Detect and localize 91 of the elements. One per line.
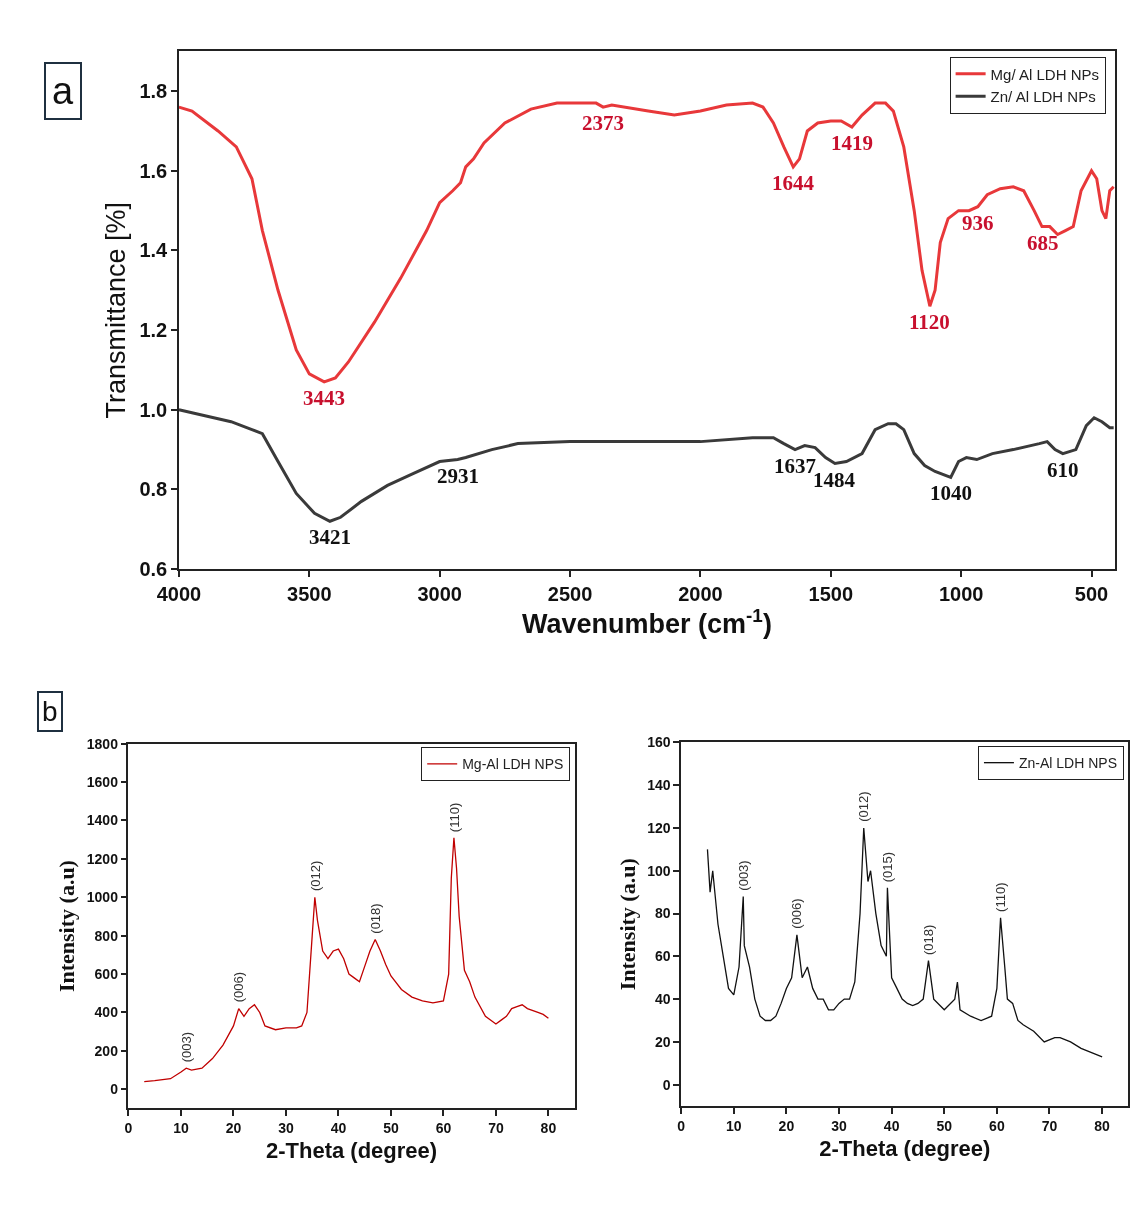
annotation: 936 [962, 211, 994, 235]
x-tick-label: 2500 [547, 582, 593, 605]
annotation: (018) [367, 903, 383, 934]
y-tick-label: 1600 [86, 773, 119, 790]
line-series [706, 827, 1103, 1058]
text: b [42, 696, 58, 727]
x-tick-label: 80 [540, 1120, 557, 1137]
x-tick-label: 30 [831, 1117, 848, 1134]
y-tick-label: 140 [647, 777, 671, 794]
x-tick-label: 20 [225, 1120, 242, 1137]
x-tick-label: 60 [989, 1117, 1005, 1134]
x-tick-label: 10 [173, 1120, 189, 1137]
line-series [143, 837, 550, 1083]
annotation: (012) [307, 860, 323, 892]
annotation: 1419 [831, 131, 873, 155]
x-tick-label: 500 [1074, 582, 1109, 605]
annotation: 3421 [309, 525, 351, 549]
y-axis-title: Transmittance [%] [100, 201, 131, 419]
annotation: 2931 [437, 464, 479, 488]
x-tick-label: 40 [330, 1120, 347, 1137]
annotation: 1484 [813, 468, 856, 492]
y-axis-title: Intensity (a.u) [54, 860, 80, 993]
annotation: 1644 [772, 171, 815, 195]
y-tick-label: 800 [94, 927, 119, 944]
y-tick-label: 1.4 [139, 239, 169, 262]
x-tick-label: 70 [488, 1120, 504, 1137]
annotation: (006) [788, 898, 804, 929]
x-tick-label: 50 [383, 1120, 399, 1137]
x-tick-label: 1500 [808, 582, 854, 605]
annotation: (003) [179, 1032, 195, 1063]
x-tick-label: 50 [936, 1117, 953, 1134]
x-tick-label: 1000 [938, 582, 984, 605]
annotation: 3443 [303, 386, 345, 410]
y-tick-label: 1000 [86, 889, 119, 906]
y-axis-title: Intensity (a.u) [614, 858, 640, 991]
y-tick-label: 120 [647, 819, 671, 836]
x-tick-label: 2000 [678, 582, 723, 605]
x-tick-label: 70 [1041, 1117, 1058, 1134]
legend-label: Mg/ Al LDH NPs [990, 65, 1099, 83]
annotation: (012) [855, 791, 871, 822]
annotation: (006) [231, 971, 247, 1003]
y-tick-label: 400 [94, 1004, 119, 1021]
annotation: (110) [446, 802, 462, 833]
text: a [52, 70, 74, 112]
y-tick-label: 1.0 [139, 398, 168, 421]
annotation: 610 [1047, 458, 1079, 482]
legend-label: Zn/ Al LDH NPs [990, 88, 1096, 106]
y-tick-label: 0 [662, 1076, 671, 1093]
annotation: (110) [993, 882, 1009, 912]
annotation: 685 [1027, 231, 1059, 255]
legend-label: Zn-Al LDH NPS [1018, 755, 1117, 772]
y-tick-label: 0 [110, 1081, 119, 1098]
y-tick-label: 100 [647, 862, 671, 879]
annotation: (018) [920, 924, 936, 956]
x-tick-label: 80 [1094, 1117, 1111, 1134]
y-tick-label: 0.8 [139, 478, 168, 501]
x-tick-label: 4000 [156, 582, 202, 605]
y-tick-label: 0.6 [139, 558, 168, 581]
line-series [178, 408, 1115, 523]
x-tick-label: 20 [778, 1117, 795, 1134]
annotation: (015) [879, 851, 895, 883]
y-tick-label: 1400 [86, 812, 119, 829]
x-tick-label: 30 [278, 1120, 294, 1137]
y-tick-label: 1200 [86, 850, 119, 867]
annotation: 1120 [909, 310, 950, 334]
x-tick-label: 10 [725, 1117, 742, 1134]
y-tick-label: 20 [655, 1033, 671, 1050]
y-tick-label: 1800 [86, 735, 119, 752]
line-series [178, 101, 1115, 384]
x-tick-label: 0 [124, 1120, 133, 1137]
annotation: 1040 [930, 481, 972, 505]
x-tick-label: 3000 [417, 582, 462, 605]
x-tick-label: 0 [677, 1117, 686, 1134]
y-tick-label: 1.2 [139, 319, 168, 342]
x-axis-title: Wavenumber (cm$^{-1}$) [522, 604, 772, 640]
annotation: (003) [735, 860, 751, 891]
y-tick-label: 1.8 [139, 80, 168, 103]
y-tick-label: 600 [94, 965, 119, 982]
x-axis-title: 2-Theta (degree) [266, 1138, 438, 1164]
legend-label: Mg-Al LDH NPS [462, 756, 564, 773]
x-tick-label: 60 [435, 1120, 452, 1137]
y-tick-label: 200 [94, 1042, 119, 1059]
y-tick-label: 1.6 [139, 159, 168, 182]
x-tick-label: 40 [883, 1117, 900, 1134]
x-tick-label: 3500 [287, 582, 332, 605]
y-tick-label: 40 [655, 991, 671, 1007]
x-axis-title: 2-Theta (degree) [819, 1136, 991, 1161]
annotation: 2373 [582, 111, 624, 135]
y-tick-label: 80 [655, 905, 671, 922]
y-tick-label: 60 [655, 948, 671, 965]
y-tick-label: 160 [647, 734, 671, 751]
